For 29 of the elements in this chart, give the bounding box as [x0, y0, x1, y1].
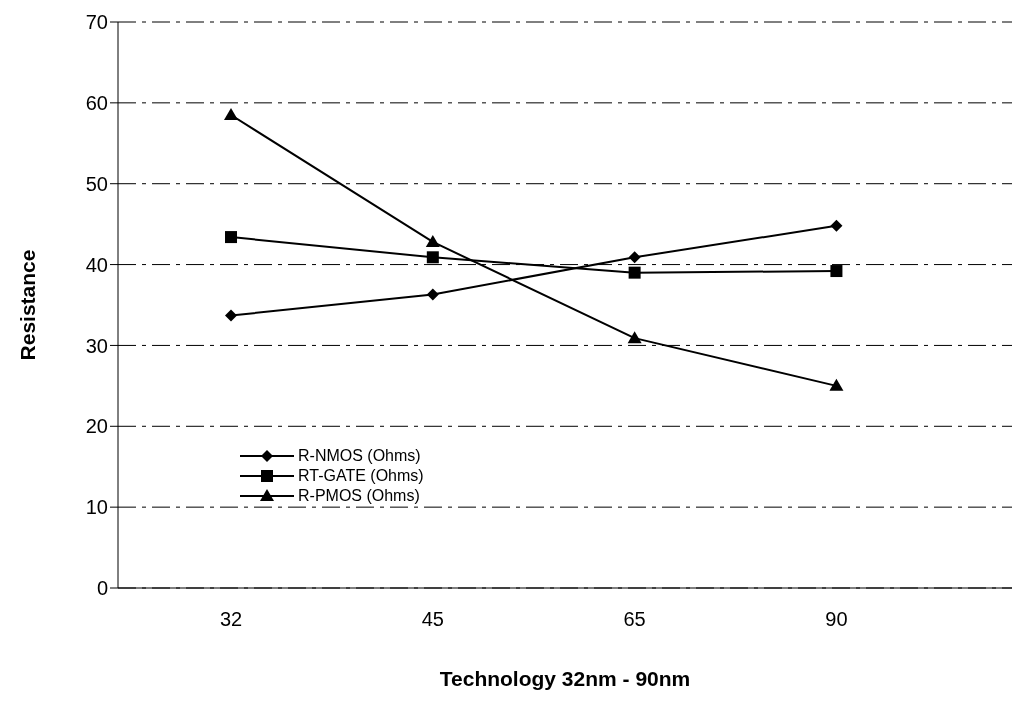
- x-axis-title: Technology 32nm - 90nm: [439, 667, 691, 690]
- y-tick-label: 70: [85, 11, 108, 34]
- y-axis-title: Resistance: [16, 249, 40, 361]
- y-tick-label: 60: [85, 91, 108, 114]
- legend-label: RT-GATE (Ohms): [298, 467, 424, 484]
- legend-label: R-PMOS (Ohms): [298, 487, 420, 504]
- y-tick-label: 20: [85, 415, 108, 438]
- point: [426, 251, 439, 264]
- point: [225, 309, 238, 322]
- point: [830, 219, 843, 232]
- point: [830, 265, 843, 278]
- point: [829, 378, 844, 391]
- point: [426, 288, 439, 301]
- y-tick-label: 10: [85, 496, 108, 519]
- point: [627, 331, 642, 344]
- x-tick-label: 90: [825, 608, 848, 631]
- y-tick-label: 50: [85, 172, 108, 195]
- point: [628, 266, 641, 279]
- x-tick-label: 45: [421, 608, 444, 631]
- y-tick-label: 30: [85, 334, 108, 357]
- y-tick-label: 0: [96, 577, 108, 600]
- point: [225, 231, 238, 244]
- point: [425, 234, 440, 247]
- x-tick-label: 32: [219, 608, 243, 631]
- x-tick-label: 65: [623, 608, 646, 631]
- point: [224, 107, 239, 120]
- legend-label: R-NMOS (Ohms): [298, 447, 421, 464]
- y-tick-label: 40: [85, 253, 108, 276]
- point: [628, 251, 641, 264]
